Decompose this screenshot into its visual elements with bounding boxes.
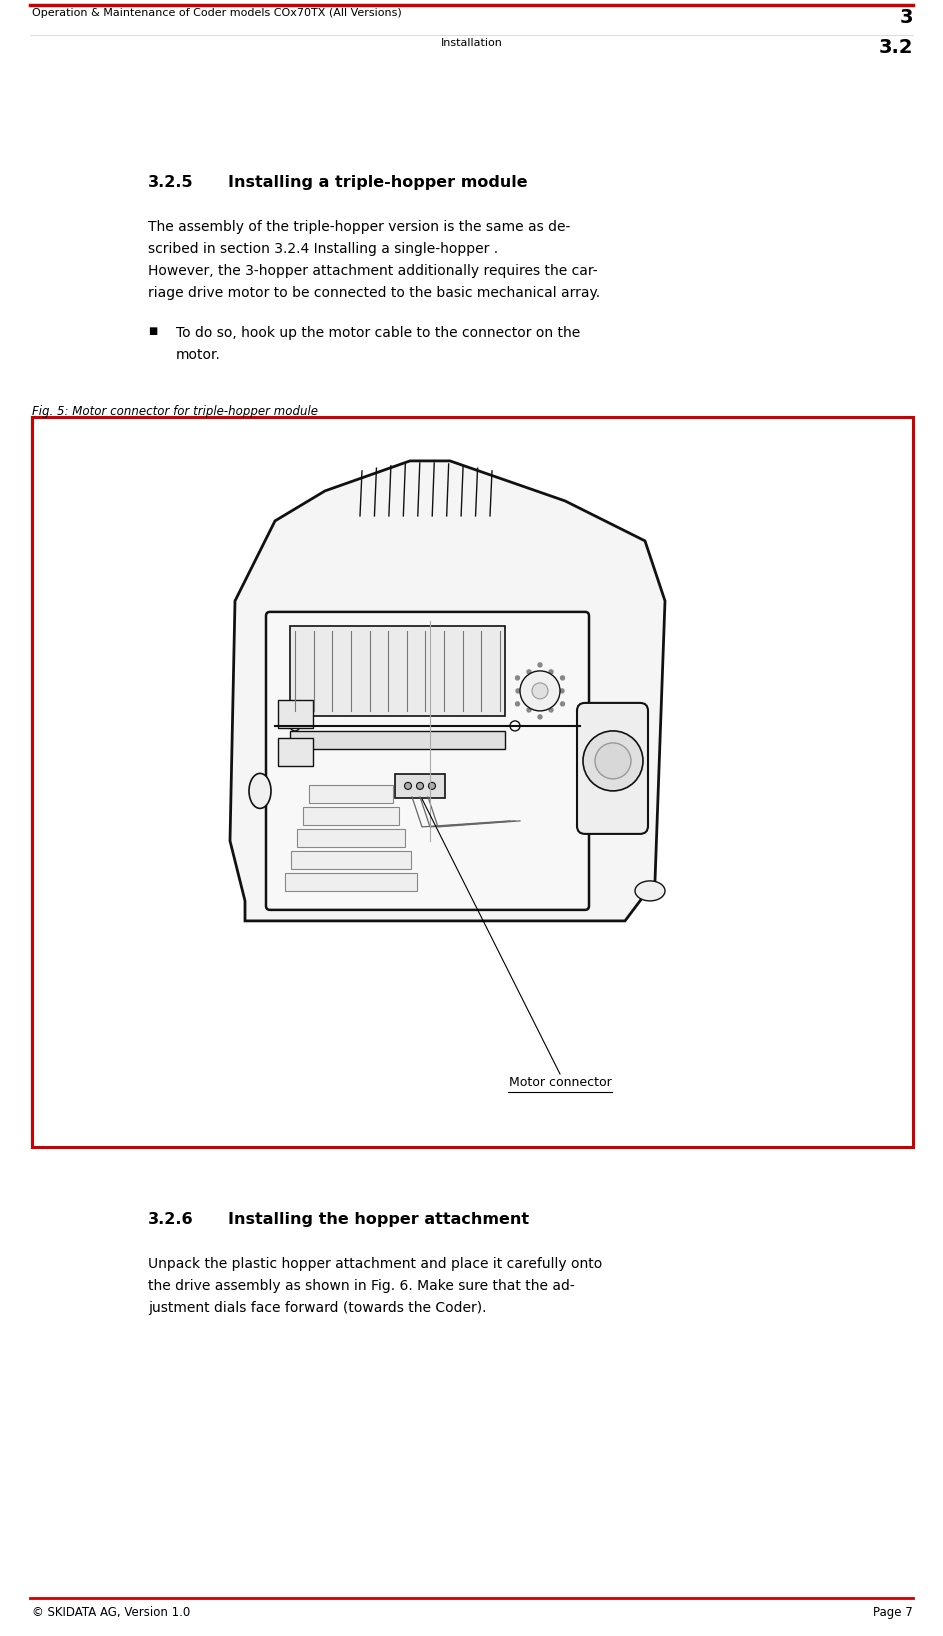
Bar (32, 417, 913, 1147)
Text: The assembly of the triple-hopper version is the same as de-: The assembly of the triple-hopper versio… (148, 219, 571, 234)
Circle shape (538, 715, 542, 718)
Circle shape (583, 731, 643, 790)
Text: Installing the hopper attachment: Installing the hopper attachment (228, 1212, 529, 1227)
Circle shape (405, 782, 411, 790)
Bar (291, 851, 411, 869)
Text: justment dials face forward (towards the Coder).: justment dials face forward (towards the… (148, 1301, 487, 1315)
Ellipse shape (249, 774, 271, 808)
Polygon shape (230, 461, 665, 921)
Circle shape (417, 782, 423, 790)
Bar (309, 785, 392, 803)
Text: Installation: Installation (440, 38, 503, 47)
Text: Fig. 5: Motor connector for triple-hopper module: Fig. 5: Motor connector for triple-hoppe… (32, 406, 318, 419)
Text: scribed in section 3.2.4 Installing a single-hopper .: scribed in section 3.2.4 Installing a si… (148, 242, 498, 255)
Text: 3.2: 3.2 (879, 38, 913, 57)
Circle shape (549, 708, 553, 712)
Bar (278, 738, 313, 766)
Circle shape (510, 721, 520, 731)
Text: the drive assembly as shown in Fig. 6. Make sure that the ad-: the drive assembly as shown in Fig. 6. M… (148, 1279, 574, 1292)
Circle shape (428, 782, 436, 790)
Text: ■: ■ (148, 326, 157, 335)
Bar (278, 700, 313, 728)
Text: © SKIDATA AG, Version 1.0: © SKIDATA AG, Version 1.0 (32, 1607, 190, 1620)
Circle shape (560, 689, 564, 694)
Circle shape (560, 676, 565, 681)
Bar (290, 731, 505, 749)
Text: 3.2.6: 3.2.6 (148, 1212, 193, 1227)
Circle shape (527, 669, 531, 674)
Circle shape (516, 676, 520, 681)
Text: To do so, hook up the motor cable to the connector on the: To do so, hook up the motor cable to the… (176, 326, 580, 340)
Ellipse shape (635, 880, 665, 901)
Circle shape (520, 671, 560, 712)
Bar (285, 874, 417, 892)
Text: 3: 3 (900, 8, 913, 28)
Circle shape (527, 708, 531, 712)
Circle shape (532, 682, 548, 699)
Bar (303, 807, 399, 825)
Bar (297, 829, 405, 847)
Circle shape (516, 689, 520, 694)
Text: 3.2.5: 3.2.5 (148, 175, 193, 190)
Text: Installing a triple-hopper module: Installing a triple-hopper module (228, 175, 528, 190)
Text: Motor connector: Motor connector (508, 1075, 611, 1088)
Circle shape (549, 669, 553, 674)
Text: Operation & Maintenance of Coder models COx70TX (All Versions): Operation & Maintenance of Coder models … (32, 8, 402, 18)
FancyBboxPatch shape (266, 612, 589, 910)
Text: riage drive motor to be connected to the basic mechanical array.: riage drive motor to be connected to the… (148, 286, 600, 299)
FancyBboxPatch shape (395, 774, 445, 798)
Circle shape (538, 663, 542, 667)
Bar (290, 627, 505, 717)
Text: Unpack the plastic hopper attachment and place it carefully onto: Unpack the plastic hopper attachment and… (148, 1256, 603, 1271)
Circle shape (516, 702, 520, 705)
Circle shape (560, 702, 565, 705)
Circle shape (290, 721, 300, 731)
Text: However, the 3-hopper attachment additionally requires the car-: However, the 3-hopper attachment additio… (148, 263, 598, 278)
Text: Page 7: Page 7 (873, 1607, 913, 1620)
Text: motor.: motor. (176, 348, 221, 362)
FancyBboxPatch shape (577, 703, 648, 834)
Circle shape (595, 743, 631, 779)
